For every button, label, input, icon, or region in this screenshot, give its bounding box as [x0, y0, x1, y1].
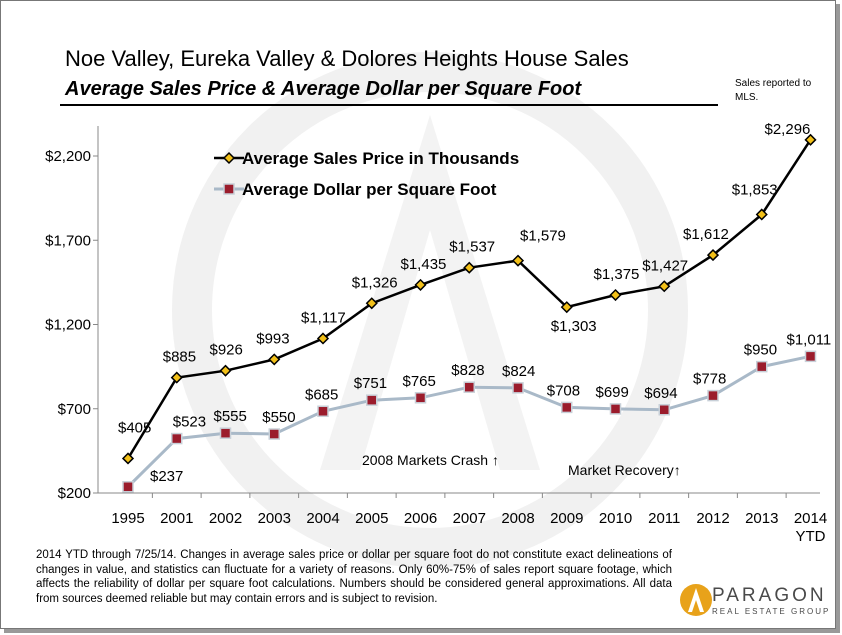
data-point-sales-price [560, 301, 573, 314]
data-point-dollar-per-sqft [414, 392, 427, 404]
data-point-dollar-per-sqft [219, 427, 232, 439]
x-tick-label: 2002 [209, 510, 242, 527]
data-label-dollar-per-sqft: $555 [214, 408, 247, 425]
data-label-sales-price: $1,853 [732, 181, 778, 198]
data-point-sales-price [463, 261, 476, 274]
data-label-dollar-per-sqft: $708 [547, 382, 580, 399]
x-tick-label: 1995 [111, 510, 144, 527]
data-label-dollar-per-sqft: $950 [744, 342, 777, 359]
annotation-market-crash: 2008 Markets Crash ↑ [362, 452, 499, 468]
data-point-sales-price [170, 371, 183, 384]
paragon-logo-icon [680, 584, 712, 616]
data-point-sales-price [316, 332, 330, 345]
data-label-dollar-per-sqft: $765 [403, 373, 436, 390]
x-tick-label: 2013 [745, 510, 778, 527]
y-tick-label: $200 [58, 485, 91, 502]
data-point-dollar-per-sqft [561, 401, 573, 414]
data-label-sales-price: $1,537 [449, 239, 495, 256]
logo-tagline: REAL ESTATE GROUP [712, 607, 831, 616]
y-tick-label: $2,200 [45, 148, 91, 165]
data-label-sales-price: $993 [256, 330, 289, 347]
data-point-sales-price [414, 278, 427, 291]
data-label-dollar-per-sqft: $828 [451, 362, 484, 379]
y-tick-label: $1,200 [45, 317, 91, 334]
data-label-dollar-per-sqft: $1,011 [787, 331, 832, 348]
x-tick-label: 2010 [599, 510, 632, 527]
data-point-dollar-per-sqft [756, 360, 768, 373]
legend-marker-dollar-per-sqft [223, 183, 235, 195]
data-label-sales-price: $885 [163, 349, 196, 366]
data-label-sales-price: $1,303 [551, 318, 597, 335]
data-label-sales-price: $1,435 [401, 256, 447, 273]
chart-subtitle: Average Sales Price & Average Dollar per… [65, 78, 582, 100]
data-point-dollar-per-sqft [804, 350, 817, 363]
data-point-sales-price [219, 364, 232, 377]
x-tick-label: 2009 [550, 510, 583, 527]
data-label-dollar-per-sqft: $778 [693, 371, 726, 388]
data-label-dollar-per-sqft: $550 [262, 409, 295, 426]
data-point-sales-price [609, 288, 622, 302]
data-label-sales-price: $1,579 [520, 228, 566, 245]
x-tick-label: 2007 [453, 510, 486, 527]
y-tick-label: $700 [58, 401, 91, 418]
data-label-sales-price: $405 [118, 419, 151, 436]
logo-brand: PARAGON [712, 585, 827, 606]
data-point-dollar-per-sqft [122, 481, 134, 493]
data-point-dollar-per-sqft [707, 389, 719, 402]
legend-marker-sales-price [222, 151, 236, 165]
data-point-dollar-per-sqft [463, 381, 475, 393]
y-tick-label: $1,700 [45, 232, 91, 249]
data-point-dollar-per-sqft [658, 404, 670, 416]
x-tick-label: 2012 [696, 510, 729, 527]
x-tick-label: 2011 [648, 510, 680, 527]
legend-label-sales-price: Average Sales Price in Thousands [242, 149, 519, 168]
data-label-dollar-per-sqft: $751 [354, 375, 387, 392]
x-tick-label: 2008 [501, 510, 534, 527]
data-point-dollar-per-sqft [512, 382, 524, 394]
data-point-sales-price [755, 208, 768, 221]
side-note: Sales reported to MLS. [735, 78, 812, 103]
data-label-sales-price: $1,612 [683, 226, 729, 243]
data-point-sales-price [268, 353, 281, 366]
data-point-sales-price [365, 297, 378, 310]
legend-label-dollar-per-sqft: Average Dollar per Square Foot [242, 180, 497, 199]
data-point-dollar-per-sqft [171, 432, 183, 445]
data-point-dollar-per-sqft [366, 394, 378, 406]
data-label-dollar-per-sqft: $237 [150, 468, 183, 485]
footnote: 2014 YTD through 7/25/14. Changes in ave… [36, 549, 672, 605]
data-label-dollar-per-sqft: $699 [596, 384, 629, 401]
x-tick-label: 2006 [404, 510, 437, 527]
x-tick-sublabel: YTD [796, 528, 826, 545]
x-tick-label: 2014 [794, 510, 827, 527]
data-label-sales-price: $1,326 [352, 274, 398, 291]
x-tick-label: 2005 [355, 510, 388, 527]
data-point-dollar-per-sqft [609, 403, 622, 415]
data-point-sales-price [511, 254, 525, 267]
chart-title: Noe Valley, Eureka Valley & Dolores Heig… [65, 46, 629, 71]
data-label-sales-price: $1,375 [594, 266, 640, 283]
data-label-dollar-per-sqft: $694 [644, 385, 677, 402]
data-point-dollar-per-sqft [268, 428, 280, 440]
data-point-sales-price [706, 249, 720, 262]
x-tick-label: 2004 [306, 510, 339, 527]
data-point-dollar-per-sqft [317, 405, 329, 418]
annotation-market-recovery: Market Recovery↑ [568, 462, 681, 478]
data-point-sales-price [804, 133, 817, 146]
data-label-sales-price: $1,427 [642, 257, 688, 274]
data-point-sales-price [658, 280, 671, 293]
data-point-sales-price [121, 452, 135, 465]
data-label-dollar-per-sqft: $523 [173, 414, 206, 431]
data-label-sales-price: $926 [210, 342, 243, 359]
x-tick-label: 2003 [258, 510, 291, 527]
data-label-dollar-per-sqft: $824 [502, 363, 535, 380]
data-label-sales-price: $1,117 [301, 309, 346, 326]
data-label-sales-price: $2,296 [765, 121, 811, 138]
x-tick-label: 2001 [160, 510, 193, 527]
title-underline [60, 104, 718, 106]
data-label-dollar-per-sqft: $685 [305, 386, 338, 403]
